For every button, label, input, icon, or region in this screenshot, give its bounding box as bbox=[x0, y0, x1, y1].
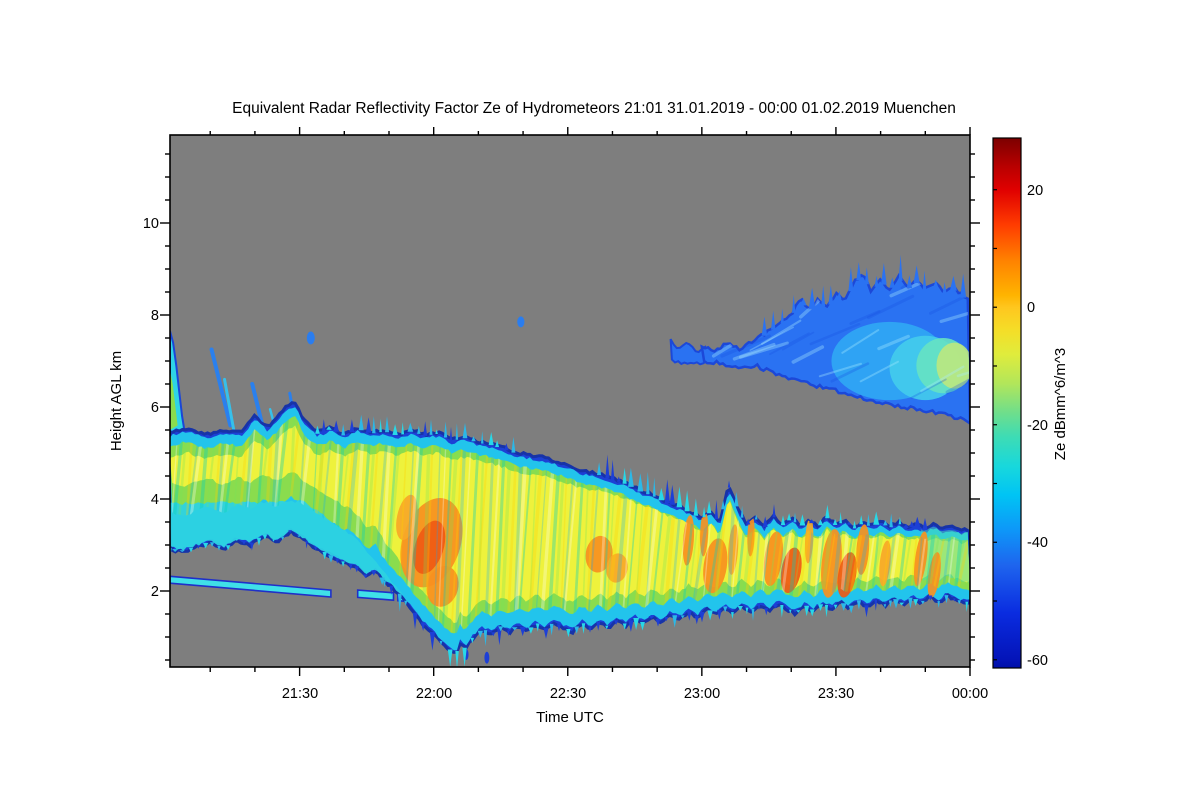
colorbar-tick-label: 0 bbox=[1027, 300, 1035, 316]
colorbar bbox=[992, 137, 1022, 669]
y-tick-label: 8 bbox=[151, 308, 159, 324]
x-tick-label: 00:00 bbox=[952, 686, 988, 702]
y-tick-label: 10 bbox=[143, 216, 159, 232]
thin-echo-layer bbox=[170, 575, 332, 598]
x-tick-label: 22:30 bbox=[550, 686, 586, 702]
echo-dot bbox=[517, 316, 525, 328]
rendered-plot bbox=[160, 127, 1022, 676]
y-axis-label: Height AGL km bbox=[108, 351, 125, 451]
colorbar-tick-label: -40 bbox=[1027, 535, 1048, 551]
reflectivity-cores bbox=[396, 494, 941, 607]
x-tick-label: 22:00 bbox=[416, 686, 452, 702]
x-tick-label: 23:30 bbox=[818, 686, 854, 702]
echo-field bbox=[170, 135, 970, 667]
plot-title: Equivalent Radar Reflectivity Factor Ze … bbox=[232, 100, 956, 117]
colorbar-label: Ze dBmm^6/m^3 bbox=[1052, 348, 1069, 460]
x-tick-label: 23:00 bbox=[684, 686, 720, 702]
colorbar-tick-label: 20 bbox=[1027, 183, 1043, 199]
colorbar-gradient bbox=[992, 137, 1022, 669]
y-tick-label: 2 bbox=[151, 584, 159, 600]
echo-streak bbox=[209, 347, 233, 428]
x-axis-label: Time UTC bbox=[536, 709, 604, 726]
echo-dot bbox=[306, 331, 315, 345]
colorbar-tick-label: -60 bbox=[1027, 653, 1048, 669]
y-tick-label: 6 bbox=[151, 400, 159, 416]
axes bbox=[160, 127, 980, 676]
y-tick-label: 4 bbox=[151, 492, 159, 508]
thin-echo-layer bbox=[356, 589, 395, 602]
echo-dot bbox=[484, 651, 490, 664]
plot-frame bbox=[169, 134, 971, 668]
colorbar-tick-label: -20 bbox=[1027, 418, 1048, 434]
x-tick-label: 21:30 bbox=[282, 686, 318, 702]
